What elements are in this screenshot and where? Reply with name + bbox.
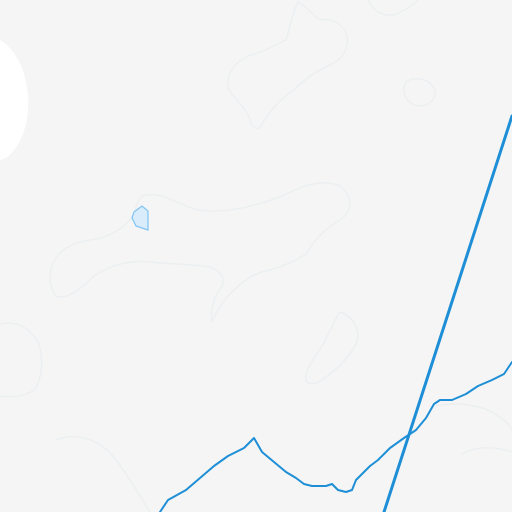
terrain-contour xyxy=(304,311,359,385)
lake xyxy=(131,205,149,231)
terrain-contour xyxy=(435,403,512,431)
terrain-contour xyxy=(227,1,348,130)
terrain-contour xyxy=(55,435,151,512)
terrain-contour xyxy=(403,77,436,107)
route-line xyxy=(382,114,512,512)
terrain-contour xyxy=(49,182,351,323)
glacier-highlight xyxy=(0,40,29,160)
terrain-contour xyxy=(0,322,43,398)
terrain-contour xyxy=(461,447,512,455)
terrain-contour xyxy=(367,0,419,16)
river xyxy=(159,361,512,512)
